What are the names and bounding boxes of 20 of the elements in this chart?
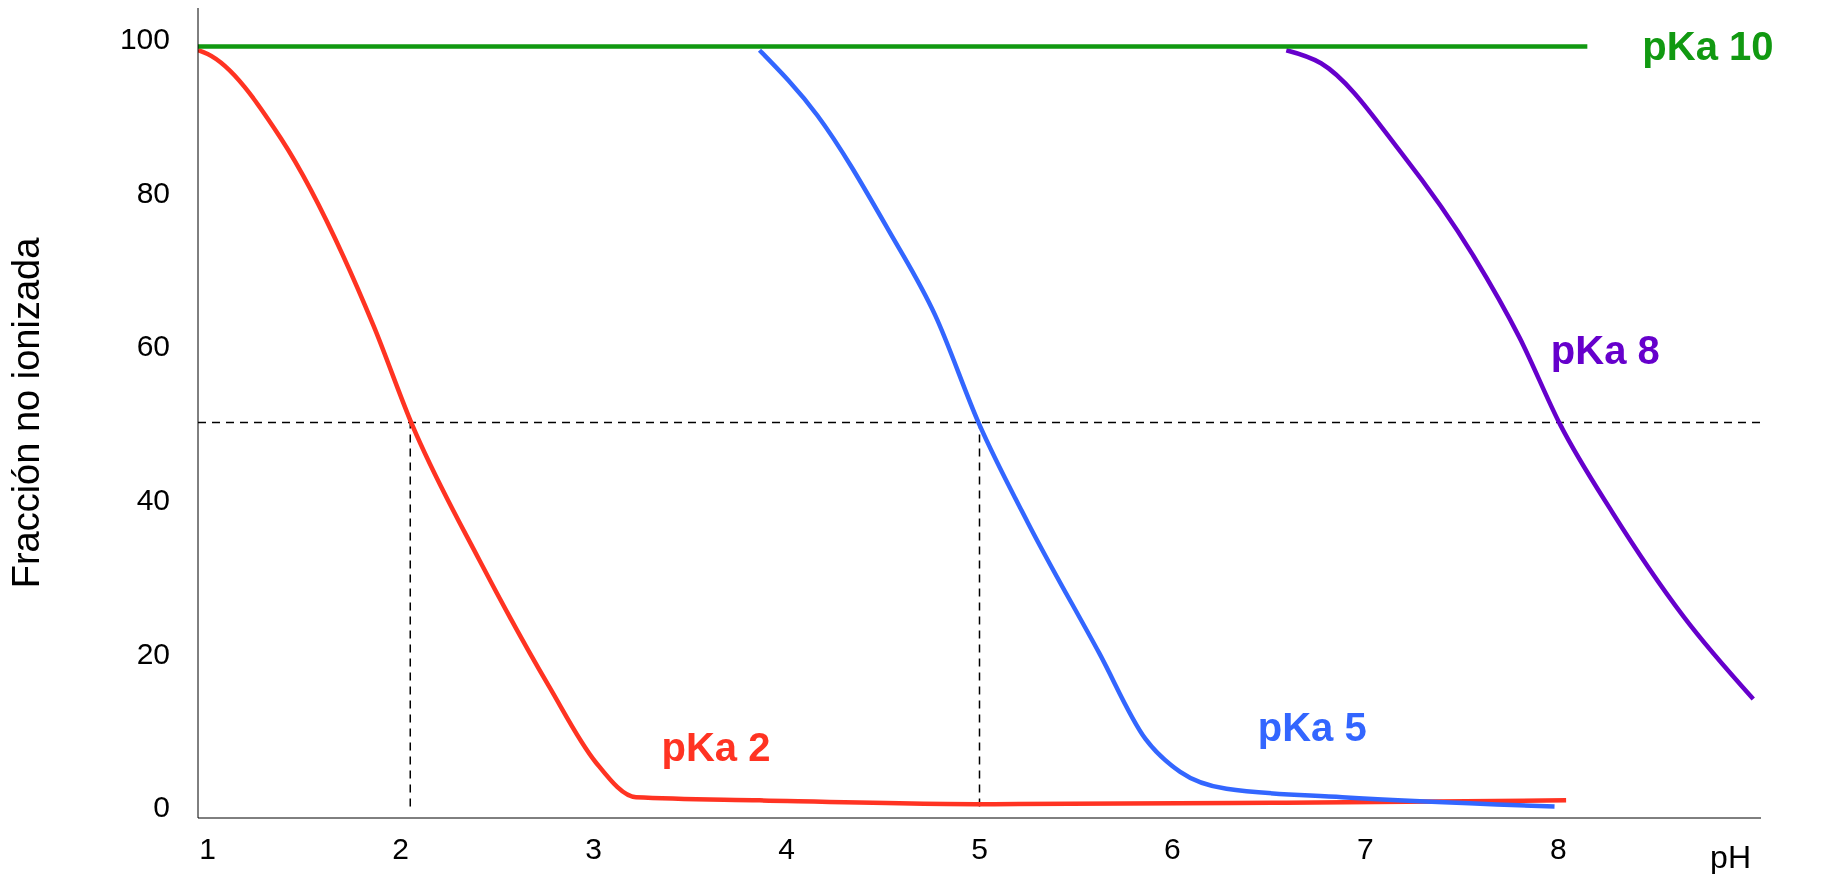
x-tick-label: 6 bbox=[1164, 832, 1181, 866]
y-tick-label: 60 bbox=[136, 329, 170, 363]
x-tick-label: 2 bbox=[392, 832, 409, 866]
x-tick-label: 5 bbox=[971, 832, 988, 866]
y-axis-title: Fracción no ionizada bbox=[5, 236, 48, 589]
y-tick-label: 0 bbox=[153, 790, 170, 824]
x-axis-title: pH bbox=[1710, 839, 1751, 875]
y-tick-label: 100 bbox=[119, 22, 170, 56]
series-label: pKa 8 bbox=[1550, 327, 1660, 372]
x-tick-label: 3 bbox=[585, 832, 602, 866]
series-label: pKa 2 bbox=[661, 725, 771, 770]
x-tick-label: 4 bbox=[778, 832, 795, 866]
y-tick-label: 80 bbox=[136, 175, 170, 209]
y-tick-label: 40 bbox=[136, 483, 170, 517]
x-tick-label: 8 bbox=[1550, 832, 1567, 866]
x-tick-label: 1 bbox=[199, 832, 216, 866]
series-label: pKa 10 bbox=[1642, 24, 1774, 69]
x-tick-label: 7 bbox=[1357, 832, 1374, 866]
series-label: pKa 5 bbox=[1257, 705, 1367, 750]
y-tick-label: 20 bbox=[136, 636, 170, 670]
